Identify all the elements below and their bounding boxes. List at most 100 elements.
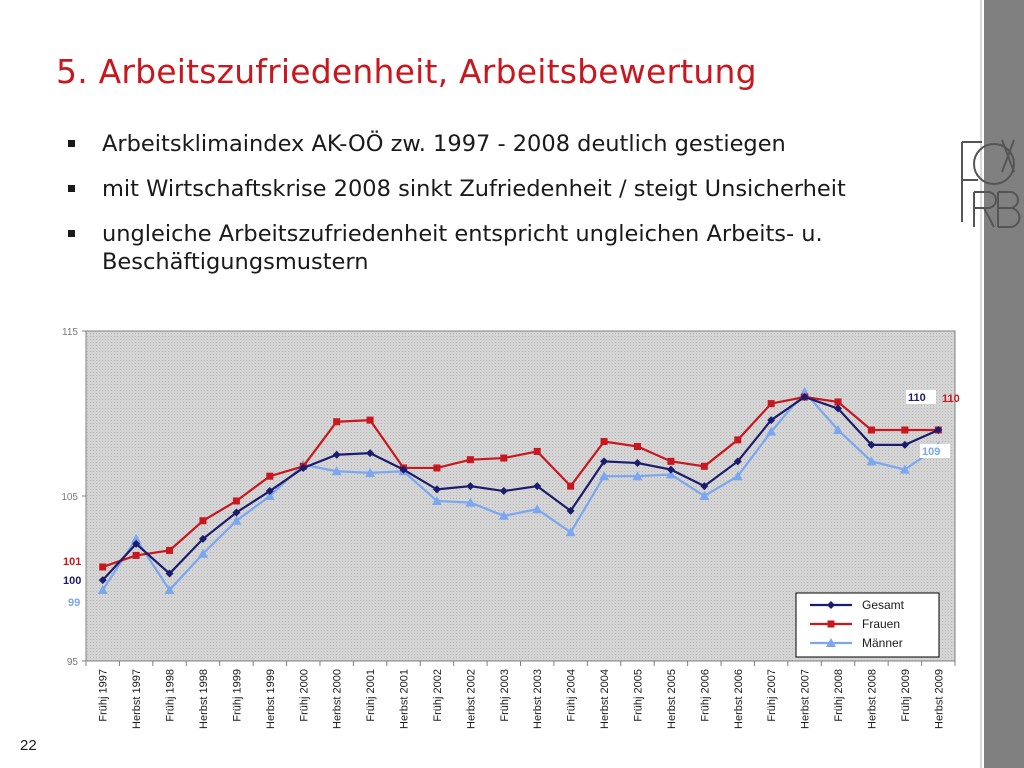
data-point-frauen (600, 438, 608, 446)
data-point-frauen (767, 400, 775, 408)
data-point-maenner (532, 504, 543, 514)
bullet-text: Arbeitsklimaindex AK-OÖ zw. 1997 - 2008 … (102, 131, 786, 157)
data-point-frauen (232, 497, 240, 505)
data-point-gesamt (165, 569, 174, 578)
slide-title: 5. Arbeitszufriedenheit, Arbeitsbewertun… (56, 52, 757, 91)
x-tick-label: Herbst 2004 (599, 669, 611, 729)
data-point-gesamt (700, 482, 709, 491)
series-start-label: 101 (63, 556, 81, 568)
series-line-frauen (102, 395, 939, 568)
x-tick-label: Herbst 1997 (131, 669, 143, 729)
x-tick-label: Herbst 1999 (265, 669, 277, 729)
data-point-frauen (901, 426, 909, 434)
data-point-gesamt (98, 576, 107, 585)
data-point-gesamt (533, 482, 542, 491)
data-point-maenner (264, 491, 275, 500)
data-point-maenner (866, 456, 877, 466)
legend-marker (826, 638, 836, 647)
data-point-frauen (199, 517, 207, 525)
series-end-label-bg (906, 390, 936, 404)
y-tick-label: 115 (62, 327, 78, 338)
legend-label: Männer (862, 636, 903, 650)
x-tick-label: Frühj 2006 (699, 669, 711, 722)
series-start-label: 99 (68, 597, 80, 609)
x-tick-label: Frühj 1997 (98, 669, 110, 722)
data-point-frauen (166, 546, 174, 554)
x-tick-label: Frühj 1999 (231, 669, 243, 722)
legend-marker (827, 601, 835, 609)
x-tick-label: Herbst 2007 (800, 669, 812, 729)
y-tick-label: 95 (67, 657, 79, 668)
series-end-label: 109 (922, 446, 940, 458)
data-point-maenner (599, 471, 610, 481)
data-point-gesamt (733, 457, 742, 466)
x-tick-label: Frühj 2003 (499, 669, 511, 722)
data-point-frauen (633, 443, 641, 450)
data-point-gesamt (265, 487, 274, 496)
data-point-maenner (665, 469, 676, 479)
x-tick-label: Herbst 2006 (733, 669, 745, 729)
series-end-label: 110 (908, 392, 926, 404)
data-point-frauen (266, 472, 274, 480)
data-point-gesamt (499, 487, 508, 496)
data-point-frauen (533, 447, 541, 455)
data-point-maenner (632, 471, 643, 481)
data-point-gesamt (600, 457, 609, 466)
data-point-gesamt (666, 465, 675, 474)
x-tick-label: Frühj 2009 (900, 669, 912, 722)
series-start-label: 100 (63, 575, 81, 587)
bullet-square-icon (68, 140, 75, 147)
data-point-maenner (97, 585, 108, 595)
data-point-maenner (732, 471, 743, 481)
data-point-frauen (667, 457, 675, 465)
data-point-gesamt (800, 393, 809, 401)
data-point-maenner (331, 466, 342, 476)
data-point-frauen (834, 398, 842, 406)
series-line-gesamt (101, 395, 939, 581)
data-point-gesamt (232, 508, 241, 517)
x-tick-label: Herbst 2008 (866, 669, 878, 729)
series-end-label: 110 (942, 393, 960, 405)
data-point-maenner (766, 426, 777, 436)
data-point-frauen (433, 464, 441, 472)
x-tick-label: Herbst 2000 (332, 669, 344, 729)
data-point-maenner (565, 527, 576, 537)
data-point-maenner (197, 548, 208, 558)
data-point-maenner (899, 464, 910, 474)
bullet-item: mit Wirtschaftskrise 2008 sinkt Zufriede… (60, 175, 960, 203)
bullet-square-icon (68, 185, 75, 192)
data-point-gesamt (432, 485, 441, 494)
data-point-frauen (700, 462, 708, 470)
data-point-gesamt (834, 404, 843, 413)
bullet-square-icon (68, 230, 75, 237)
data-point-frauen (867, 426, 875, 434)
legend-label: Frauen (862, 617, 900, 631)
x-tick-label: Frühj 2004 (566, 669, 578, 722)
x-tick-label: Frühj 2005 (632, 669, 644, 722)
x-tick-label: Frühj 2002 (432, 669, 444, 722)
data-point-gesamt (299, 463, 308, 472)
series-end-label-bg (920, 444, 950, 458)
x-tick-label: Herbst 2001 (399, 669, 411, 729)
data-point-maenner (365, 467, 376, 477)
data-point-maenner (431, 495, 442, 505)
x-tick-label: Frühj 1998 (165, 669, 177, 722)
x-tick-label: Frühj 2008 (833, 669, 845, 722)
bullet-list: Arbeitsklimaindex AK-OÖ zw. 1997 - 2008 … (60, 130, 960, 293)
data-point-frauen (466, 456, 474, 464)
side-bar (984, 0, 1024, 768)
x-tick-label: Frühj 2000 (298, 669, 310, 722)
data-point-gesamt (900, 440, 909, 449)
x-tick-label: Herbst 2002 (465, 669, 477, 729)
bullet-item: ungleiche Arbeitszufriedenheit entsprich… (60, 220, 960, 276)
page-number: 22 (20, 737, 37, 754)
x-tick-label: Frühj 2007 (766, 669, 778, 722)
bullet-text: mit Wirtschaftskrise 2008 sinkt Zufriede… (102, 176, 846, 202)
legend-marker (827, 620, 835, 628)
data-point-gesamt (332, 450, 341, 459)
data-point-frauen (99, 563, 107, 571)
data-point-frauen (366, 416, 374, 424)
bullet-text: ungleiche Arbeitszufriedenheit entsprich… (102, 221, 823, 275)
data-point-maenner (465, 497, 476, 507)
